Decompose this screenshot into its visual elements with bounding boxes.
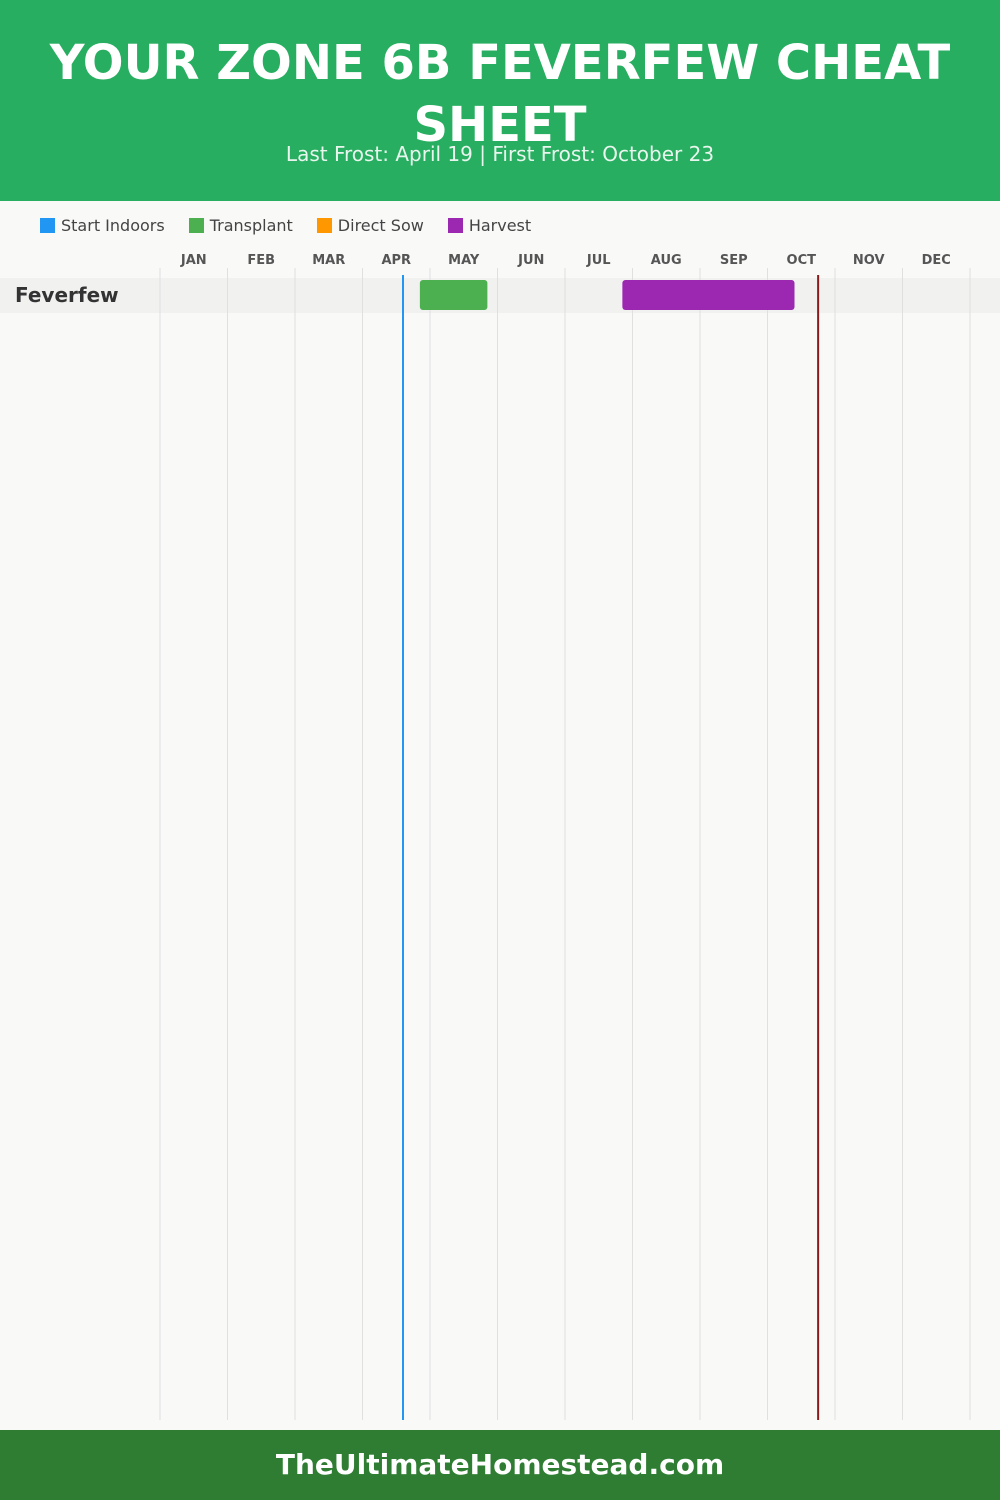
legend-swatch-direct-sow [316,217,332,233]
month-label-jan: JAN [180,253,207,268]
planting-chart: JAN FEB MAR APR MAY JUN JUL AUG SEP OCT NOV DEC [0,253,1000,1420]
legend-label-harvest: Harvest [468,215,532,235]
header-banner: YOUR ZONE 6B FEVERFEW CHEAT SHEET Last F… [0,0,1000,201]
legend-swatch-start-indoors [40,217,55,233]
row-label-feverfew: Feverfew [15,283,119,307]
legend-item-transplant: Transplant [188,215,293,235]
legend-label-start-indoors: Start Indoors [61,215,165,235]
legend-item-harvest: Harvest [447,215,532,235]
footer-website: TheUltimateHomestead.com [275,1448,725,1481]
month-label-feb: FEB [247,253,275,268]
month-label-may: MAY [448,253,480,268]
footer-banner: TheUltimateHomestead.com [0,1430,1000,1500]
legend-item-direct-sow: Direct Sow [316,215,424,235]
legend-label-transplant: Transplant [209,215,293,235]
month-label-aug: AUG [651,253,682,268]
legend-label-direct-sow: Direct Sow [337,215,424,235]
bar-feverfew-harvest [622,280,795,310]
month-label-jul: JUL [586,253,611,268]
legend-swatch-harvest [447,217,463,233]
row-band-feverfew [0,278,1000,313]
legend-item-start-indoors: Start Indoors [40,216,165,235]
legend: Start Indoors Transplant Direct Sow Harv… [40,214,555,236]
month-label-nov: NOV [853,253,885,268]
month-label-apr: APR [381,253,411,268]
month-label-oct: OCT [787,253,817,268]
month-label-jun: JUN [517,253,544,268]
page-title: YOUR ZONE 6B FEVERFEW CHEAT SHEET [49,35,951,153]
legend-swatch-transplant [188,217,204,233]
month-label-dec: DEC [922,253,951,268]
month-label-mar: MAR [312,253,345,268]
month-label-sep: SEP [720,253,748,268]
frost-dates-subtitle: Last Frost: April 19 | First Frost: Octo… [285,142,715,166]
bar-feverfew-transplant [419,280,488,310]
